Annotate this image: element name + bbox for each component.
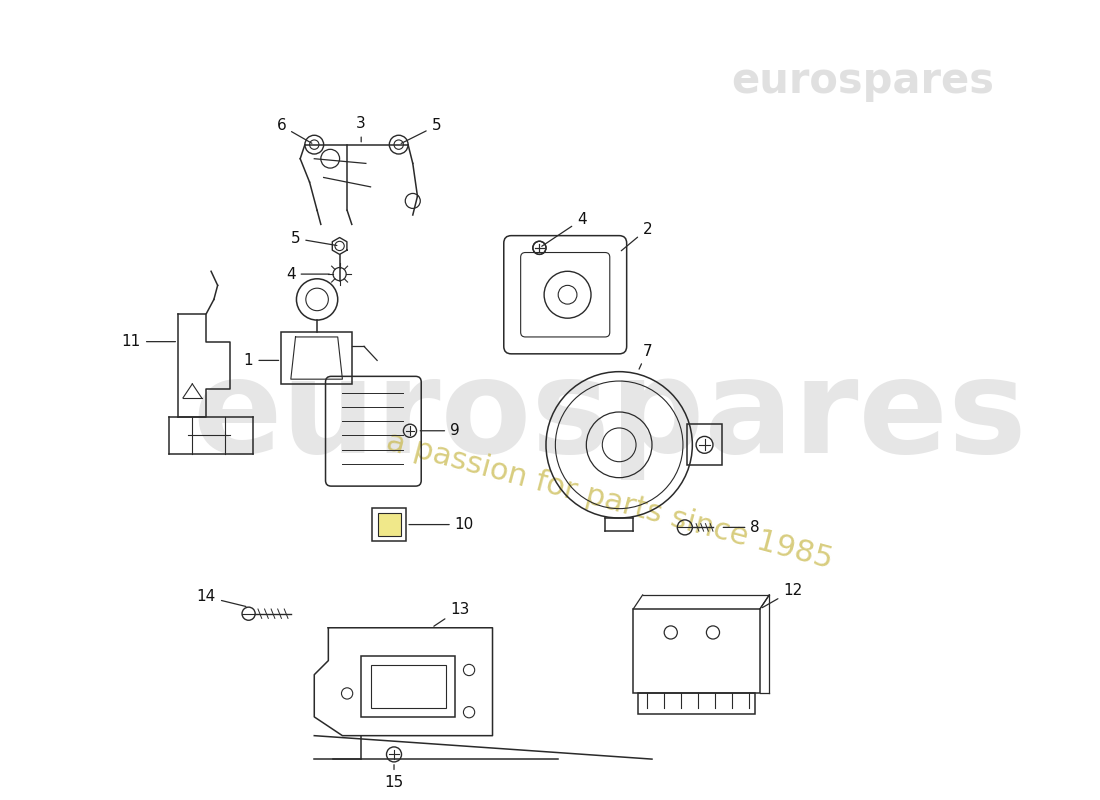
Text: 4: 4 bbox=[541, 212, 586, 246]
Text: 2: 2 bbox=[621, 222, 652, 250]
Bar bbox=[638, 694, 756, 714]
Bar bbox=[686, 424, 723, 466]
Bar bbox=[378, 514, 400, 536]
Text: 15: 15 bbox=[384, 765, 404, 790]
Text: 1: 1 bbox=[244, 353, 278, 368]
Text: 5: 5 bbox=[402, 118, 441, 143]
Text: 9: 9 bbox=[420, 423, 460, 438]
Bar bbox=[282, 332, 352, 384]
Bar bbox=[361, 656, 455, 717]
Text: 10: 10 bbox=[409, 517, 474, 532]
Text: eurospares: eurospares bbox=[192, 353, 1027, 480]
Text: 13: 13 bbox=[433, 602, 470, 626]
Text: 11: 11 bbox=[122, 334, 176, 349]
Text: 6: 6 bbox=[276, 118, 312, 143]
Text: 3: 3 bbox=[356, 117, 366, 142]
Bar bbox=[373, 508, 406, 542]
Bar bbox=[634, 609, 760, 694]
Text: 12: 12 bbox=[762, 582, 802, 608]
Text: 14: 14 bbox=[197, 590, 246, 606]
Text: a passion for parts since 1985: a passion for parts since 1985 bbox=[383, 427, 836, 575]
Text: eurospares: eurospares bbox=[732, 60, 994, 102]
Text: 4: 4 bbox=[286, 266, 329, 282]
Text: 7: 7 bbox=[639, 343, 652, 369]
Text: 8: 8 bbox=[724, 520, 760, 535]
Text: 5: 5 bbox=[290, 231, 337, 246]
Bar bbox=[371, 666, 446, 707]
